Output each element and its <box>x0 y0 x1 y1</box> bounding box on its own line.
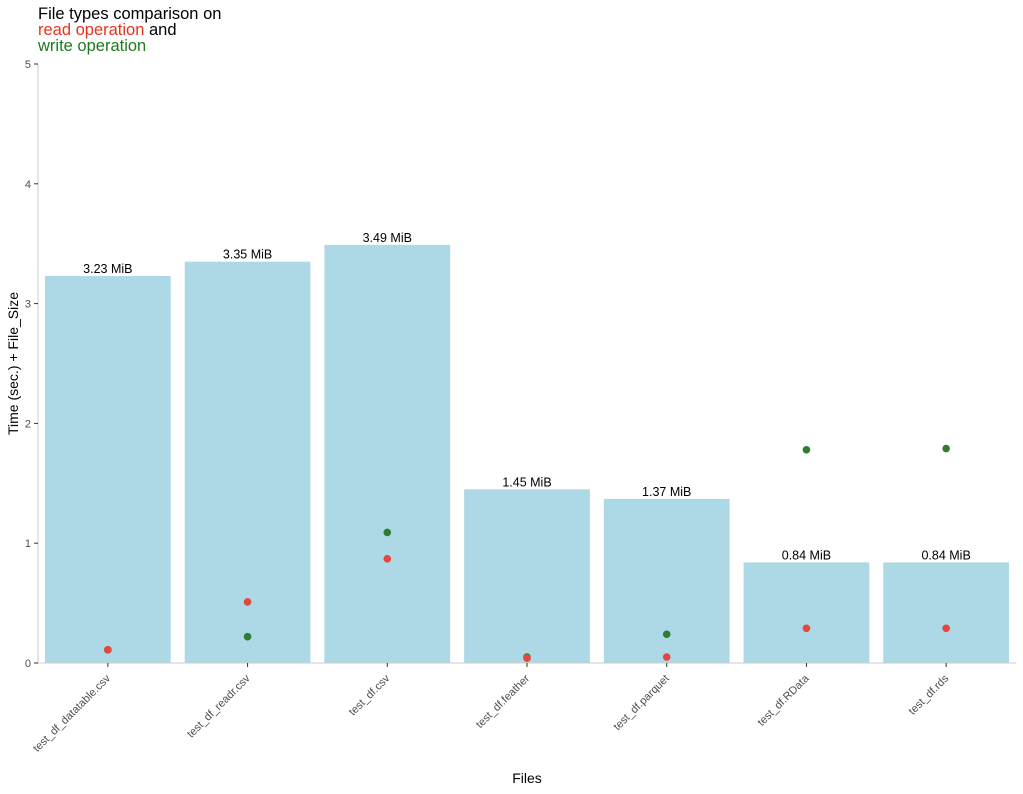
y-tick-label-1: 1 <box>25 538 31 550</box>
title-connector: and <box>144 21 177 39</box>
bar-5 <box>743 562 870 663</box>
read-point-1 <box>243 598 252 606</box>
write-point-2 <box>383 528 392 537</box>
x-axis-title: Files <box>512 770 542 786</box>
read-point-0 <box>104 646 112 654</box>
write-point-6 <box>942 444 950 453</box>
write-point-4 <box>662 630 671 639</box>
title-write-label: write operation <box>38 37 147 55</box>
bars-layer: 3.23 MiB 3.35 MiB 3.49 MiB 1.45 MiB 1.37 MiB… <box>44 231 1010 663</box>
x-tick-label-6: test_df.rds <box>906 672 951 717</box>
x-tick-label-1: test_df_readr.csv <box>185 672 253 740</box>
x-tick-label-2: test_df.csv <box>347 672 393 718</box>
y-axis-title: Time (sec.) + File_Size <box>5 292 21 435</box>
x-tick-label-3: test_df.feather <box>474 672 532 730</box>
bar-label-2: 3.49 MiB <box>363 231 412 245</box>
write-point-5 <box>802 445 811 454</box>
bar-1 <box>184 261 311 663</box>
write-point-1 <box>243 632 252 641</box>
x-tick-label-5: test_df.RData <box>756 672 813 729</box>
bar-0 <box>44 276 171 663</box>
read-point-4 <box>662 653 671 661</box>
read-point-6 <box>942 624 950 633</box>
bar-2 <box>324 244 451 663</box>
bar-label-5: 0.84 MiB <box>782 548 831 562</box>
x-tick-label-4: test_df.parquet <box>611 673 671 733</box>
y-tick-label-2: 2 <box>25 418 31 430</box>
x-tick-label-0: test_df_datatable.csv <box>31 672 113 754</box>
chart-title: File types comparison on read operation … <box>38 5 222 55</box>
bar-label-6: 0.84 MiB <box>921 548 970 562</box>
title-line-1: File types comparison on <box>38 5 222 23</box>
read-point-5 <box>802 624 811 633</box>
y-tick-label-4: 4 <box>25 179 31 191</box>
y-tick-label-0: 0 <box>25 658 31 670</box>
bar-6 <box>883 562 1010 663</box>
title-line-2: read operation and <box>38 21 221 39</box>
bar-label-3: 1.45 MiB <box>502 475 551 489</box>
bar-label-1: 3.35 MiB <box>223 248 272 262</box>
bar-label-4: 1.37 MiB <box>642 485 691 499</box>
read-point-2 <box>383 554 392 563</box>
bar-4 <box>603 498 730 663</box>
points-layer <box>104 444 950 663</box>
bar-label-0: 3.23 MiB <box>83 262 132 276</box>
bar-3 <box>464 489 590 663</box>
y-tick-label-5: 5 <box>25 59 31 71</box>
title-read-label: read operation <box>38 21 145 39</box>
y-tick-label-3: 3 <box>25 299 31 311</box>
read-point-3 <box>523 654 531 663</box>
